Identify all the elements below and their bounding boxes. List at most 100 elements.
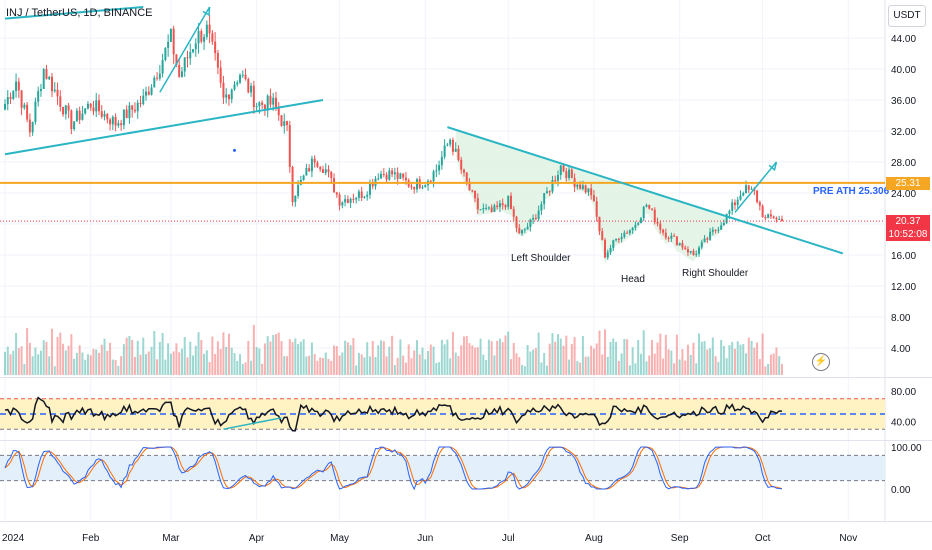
candle-body: [227, 94, 230, 100]
volume-bar: [534, 348, 537, 375]
candle-body: [39, 88, 42, 92]
candle-body: [78, 110, 81, 120]
pane-separator-time: [0, 521, 932, 522]
volume-bar: [330, 360, 333, 375]
volume-bar: [78, 345, 81, 375]
candle-body: [12, 90, 15, 99]
volume-bar: [565, 335, 568, 375]
candle-body: [487, 207, 490, 209]
candle-body: [725, 214, 728, 223]
candle-body: [637, 223, 640, 225]
volume-bar: [59, 332, 62, 375]
volume-bar: [28, 342, 31, 375]
volume-bar: [131, 339, 134, 375]
candle-body: [761, 205, 764, 218]
candle-body: [490, 207, 493, 212]
candle-body: [728, 210, 731, 215]
volume-bar: [335, 346, 338, 375]
volume-bar: [349, 345, 352, 375]
candle-body: [601, 231, 604, 240]
candle-body: [595, 201, 598, 217]
volume-bar: [399, 339, 402, 375]
volume-bar: [346, 342, 349, 375]
candle-body: [158, 73, 161, 79]
candle-body: [521, 230, 524, 234]
candle-body: [438, 165, 441, 171]
volume-bar: [261, 363, 264, 375]
candle-body: [147, 91, 150, 95]
volume-bar: [559, 338, 562, 375]
volume-bar: [161, 333, 164, 375]
volume-bar: [48, 356, 51, 375]
volume-bar: [172, 351, 175, 375]
volume-bar: [167, 343, 170, 375]
volume-bar: [609, 341, 612, 375]
candle-body: [92, 107, 95, 112]
volume-bar: [573, 337, 576, 375]
volume-bar: [214, 353, 217, 375]
volume-bar: [200, 339, 203, 375]
volume-bar: [645, 361, 648, 375]
volume-bar: [692, 342, 695, 375]
volume-bar: [703, 341, 706, 375]
volume-bar: [739, 344, 742, 375]
rally-arrow-head: [202, 6, 211, 17]
candle-body: [9, 97, 12, 99]
candle-body: [335, 192, 338, 195]
volume-bar: [421, 347, 424, 375]
volume-bar: [454, 352, 457, 375]
volume-bar: [518, 357, 521, 375]
upper-channel: [4, 6, 144, 20]
candle-body: [360, 191, 363, 198]
volume-bar: [700, 341, 703, 375]
volume-bar: [642, 330, 645, 375]
candle-body: [133, 109, 136, 112]
candle-body: [628, 230, 631, 234]
volume-bar: [297, 343, 300, 375]
candle-body: [230, 89, 233, 100]
volume-bar: [244, 362, 247, 375]
candle-body: [333, 178, 336, 193]
candle-body: [415, 179, 418, 190]
volume-bar: [299, 341, 302, 375]
ath-annotation: PRE ATH 25.306: [813, 186, 890, 197]
candle-body: [62, 106, 65, 115]
candle-body: [288, 125, 291, 167]
candle-body: [678, 243, 681, 246]
candle-body: [396, 172, 399, 179]
volume-bar: [568, 359, 571, 375]
lightning-icon[interactable]: ⚡: [812, 353, 830, 371]
candle-body: [462, 169, 465, 173]
volume-bar: [109, 342, 112, 375]
candle-body: [37, 91, 40, 102]
volume-bar: [34, 347, 37, 375]
candle-body: [338, 194, 341, 206]
candle-body: [689, 250, 692, 253]
volume-bar: [219, 348, 222, 375]
volume-bar: [750, 340, 753, 375]
candle-body: [346, 199, 349, 203]
volume-bar: [128, 335, 131, 375]
candle-body: [136, 102, 139, 112]
candle-body: [440, 156, 443, 166]
currency-button[interactable]: USDT: [888, 5, 926, 27]
candle-body: [153, 77, 156, 88]
candle-body: [297, 184, 300, 196]
candle-body: [587, 188, 590, 193]
candle-body: [698, 247, 701, 254]
candle-body: [89, 103, 92, 108]
pane-separator-stoch: [0, 440, 932, 441]
volume-bar: [385, 356, 388, 375]
volume-bar: [714, 356, 717, 375]
candle-body: [388, 170, 391, 180]
volume-bar: [465, 336, 468, 375]
volume-bar: [424, 359, 427, 375]
volume-bar: [305, 356, 308, 375]
volume-bar: [689, 354, 692, 375]
candle-body: [769, 214, 772, 217]
volume-bar: [747, 337, 750, 375]
candle-body: [45, 69, 48, 80]
rsi-pane: [0, 396, 885, 432]
candle-body: [465, 172, 468, 182]
